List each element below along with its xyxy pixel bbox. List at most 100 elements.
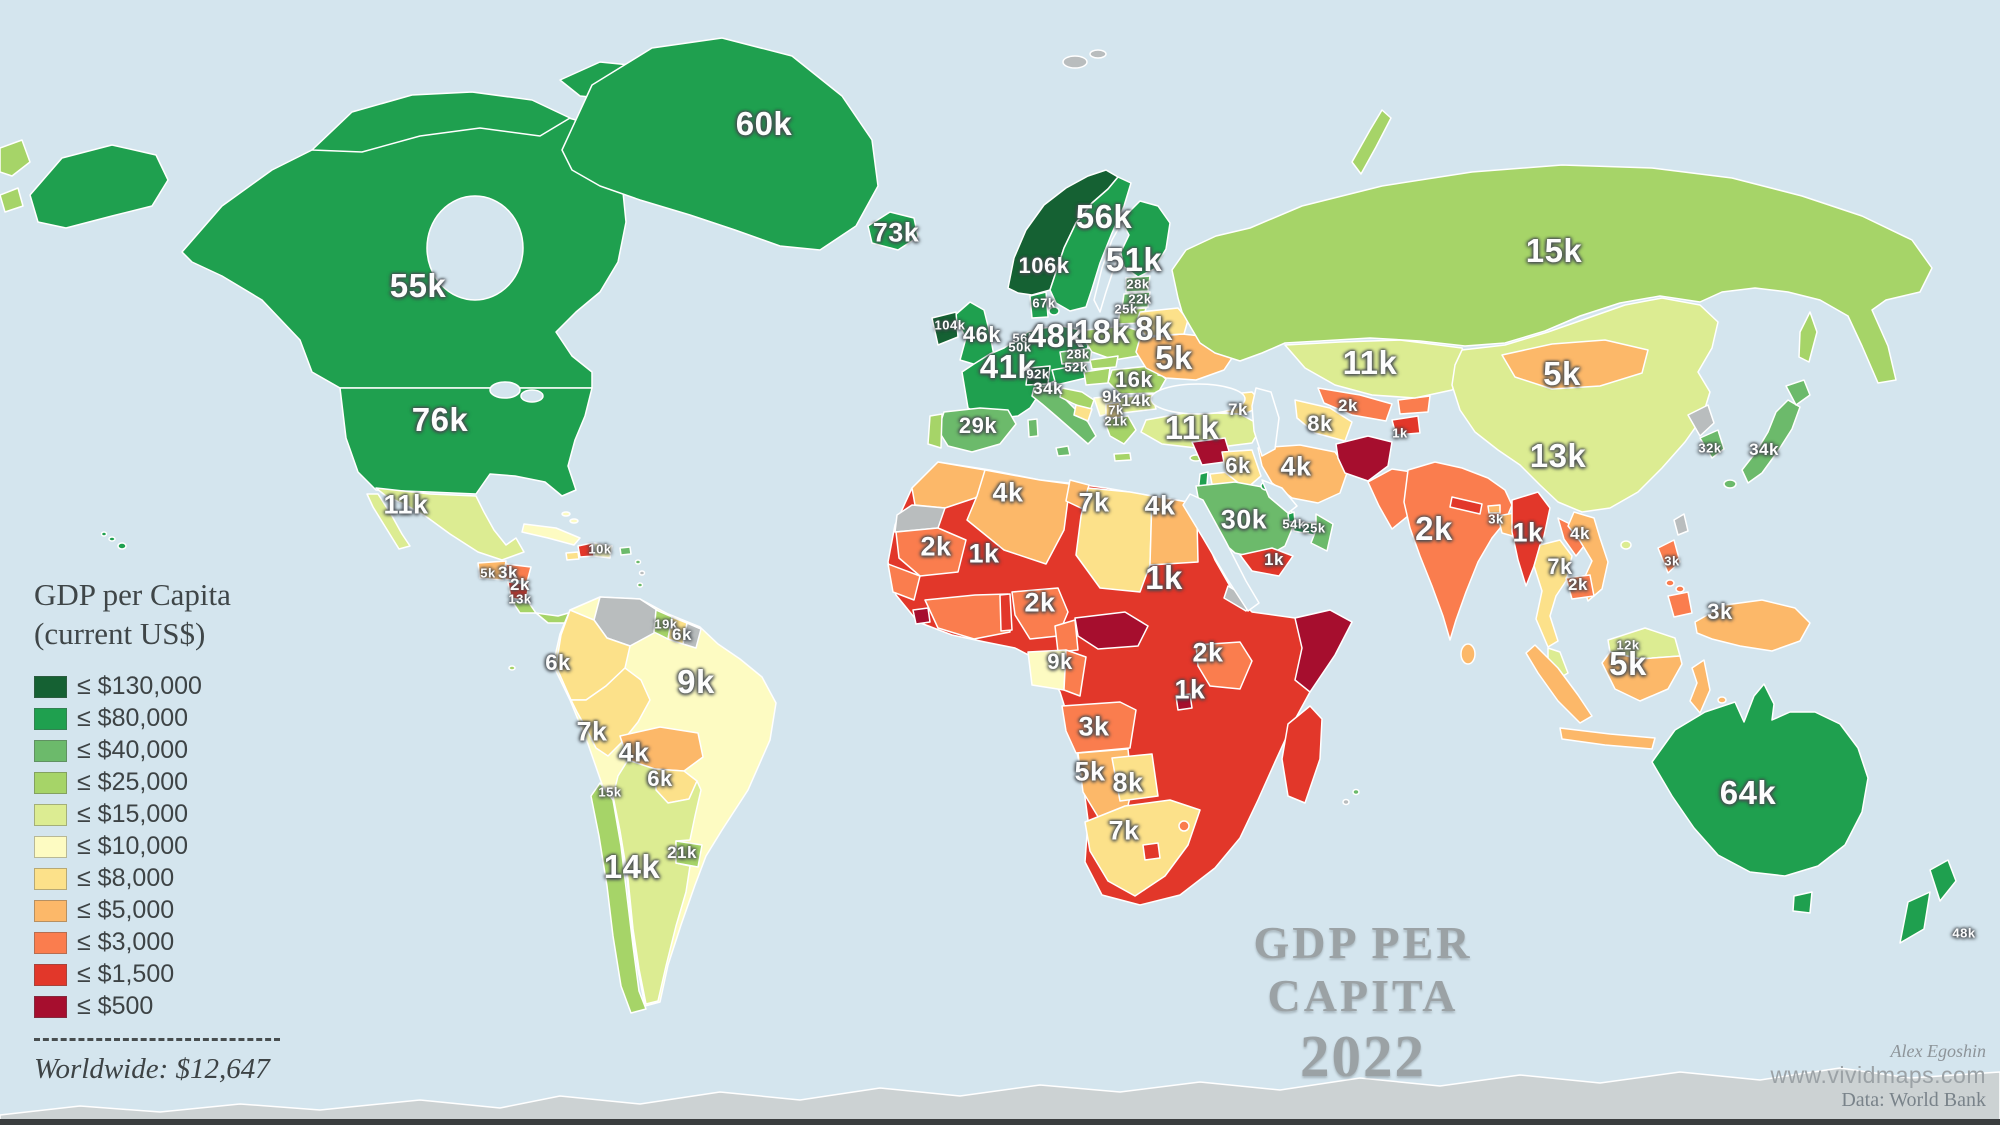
country-greenland	[561, 37, 879, 251]
legend-title-line1: GDP per Capita	[34, 577, 231, 612]
country-greece	[1103, 415, 1137, 445]
country-nicaragua	[507, 581, 530, 602]
country-kenya	[1195, 641, 1253, 690]
country-value-label: 8k	[1112, 767, 1144, 798]
country-india	[1403, 461, 1513, 641]
legend-item: ≤ $3,000	[34, 927, 280, 959]
country-value-label: 7k	[1228, 399, 1248, 419]
country-yemen	[1239, 547, 1294, 577]
legend-swatch	[34, 899, 67, 922]
country-bosnia	[1073, 404, 1093, 422]
country-value-label: 2k	[1338, 396, 1358, 416]
country-value-label: 56k	[1012, 330, 1036, 345]
country-value-label: 2k	[1024, 587, 1056, 618]
galapagos	[508, 665, 516, 671]
country-value-label: 4k	[618, 737, 650, 768]
caspian-sea	[1251, 387, 1280, 457]
country-value-label: 1k	[1512, 517, 1544, 548]
country-peru	[570, 667, 651, 757]
country-value-label: 76k	[411, 400, 469, 438]
legend-swatch	[34, 835, 67, 858]
legend-title: GDP per Capita (current US$)	[34, 576, 280, 654]
legend-item-label: ≤ $3,000	[77, 928, 175, 956]
country-value-label: 15k	[1525, 231, 1583, 269]
country-ireland	[931, 311, 959, 346]
country-lesotho	[1142, 842, 1161, 861]
country-philippines-mindanao	[1667, 591, 1693, 618]
hawaii1	[100, 531, 108, 537]
country-value-label: 64k	[1719, 774, 1777, 812]
country-value-label: 9k	[1102, 387, 1122, 407]
country-egypt	[1149, 495, 1199, 566]
legend-item: ≤ $10,000	[34, 831, 280, 863]
antilles2	[638, 570, 646, 576]
legend-swatch	[34, 963, 67, 986]
country-value-label: 13k	[508, 591, 532, 606]
country-libya	[1075, 487, 1153, 593]
country-latvia	[1121, 291, 1151, 309]
legend-item: ≤ $25,000	[34, 767, 280, 799]
country-value-label: 7k	[1078, 487, 1110, 518]
country-value-label: 4k	[1570, 524, 1590, 544]
red-sea	[1182, 493, 1260, 612]
country-mongolia	[1501, 339, 1649, 390]
region-new-guinea	[1694, 599, 1811, 652]
legend-swatch	[34, 739, 67, 762]
region-moluccas1	[1717, 696, 1727, 704]
country-value-label: 5k	[1609, 644, 1647, 682]
region-sumatra	[1525, 644, 1593, 724]
legend-swatch	[34, 867, 67, 890]
country-value-label: 28k	[1066, 346, 1090, 362]
legend-item-label: ≤ $130,000	[77, 672, 202, 700]
country-crete	[1113, 452, 1132, 462]
country-philippines-visayas1	[1665, 579, 1675, 587]
country-value-label: 41k	[979, 347, 1037, 385]
gulf-of-bothnia	[1093, 221, 1130, 313]
country-south-korea	[1699, 429, 1725, 459]
country-value-label: 19k	[654, 616, 678, 632]
legend-item: ≤ $5,000	[34, 895, 280, 927]
country-value-label: 46k	[962, 322, 1002, 348]
country-sicily	[1055, 445, 1071, 457]
country-mexico	[375, 487, 525, 561]
country-uruguay	[675, 840, 703, 868]
country-dominican-republic	[593, 542, 613, 559]
country-alaska	[29, 144, 169, 229]
country-value-label: 29k	[958, 413, 998, 439]
region-java	[1559, 727, 1656, 750]
persian-gulf	[1261, 479, 1298, 514]
country-value-label: 5k	[1155, 338, 1193, 376]
country-new-zealand-south	[1899, 891, 1931, 944]
legend-divider	[34, 1037, 280, 1041]
country-poland	[1084, 325, 1143, 361]
country-value-label: 21k	[1104, 413, 1128, 429]
country-bulgaria	[1117, 393, 1157, 414]
hudson-bay	[426, 195, 524, 301]
country-value-label: 11k	[383, 489, 429, 520]
country-finland	[1117, 200, 1171, 278]
country-value-label: 6k	[545, 649, 571, 675]
credit-author: Alex Egoshin	[1890, 1041, 1986, 1062]
country-puerto-rico	[619, 546, 632, 556]
country-turkmenistan	[1294, 399, 1353, 442]
country-oman	[1310, 513, 1334, 552]
legend-item-label: ≤ $10,000	[77, 832, 189, 860]
country-taiwan	[1673, 513, 1689, 536]
country-mauritania	[895, 527, 967, 577]
region-baja	[366, 493, 411, 550]
country-value-label: 30k	[1220, 504, 1268, 535]
great-lakes2	[520, 389, 544, 403]
country-new-zealand-north	[1929, 859, 1957, 902]
country-botswana	[1111, 753, 1159, 802]
country-value-label: 2k	[920, 531, 952, 562]
country-iceland	[867, 211, 919, 251]
country-value-label: 28k	[1126, 276, 1150, 291]
legend-item: ≤ $130,000	[34, 671, 280, 703]
country-value-label: 3k	[1488, 511, 1504, 527]
country-value-label: 2k	[1568, 575, 1588, 594]
country-japan	[1741, 399, 1801, 484]
country-chile	[590, 782, 647, 1014]
legend-item: ≤ $80,000	[34, 703, 280, 735]
country-value-label: 8k	[1307, 411, 1333, 437]
country-value-label: 3k	[1707, 599, 1733, 624]
